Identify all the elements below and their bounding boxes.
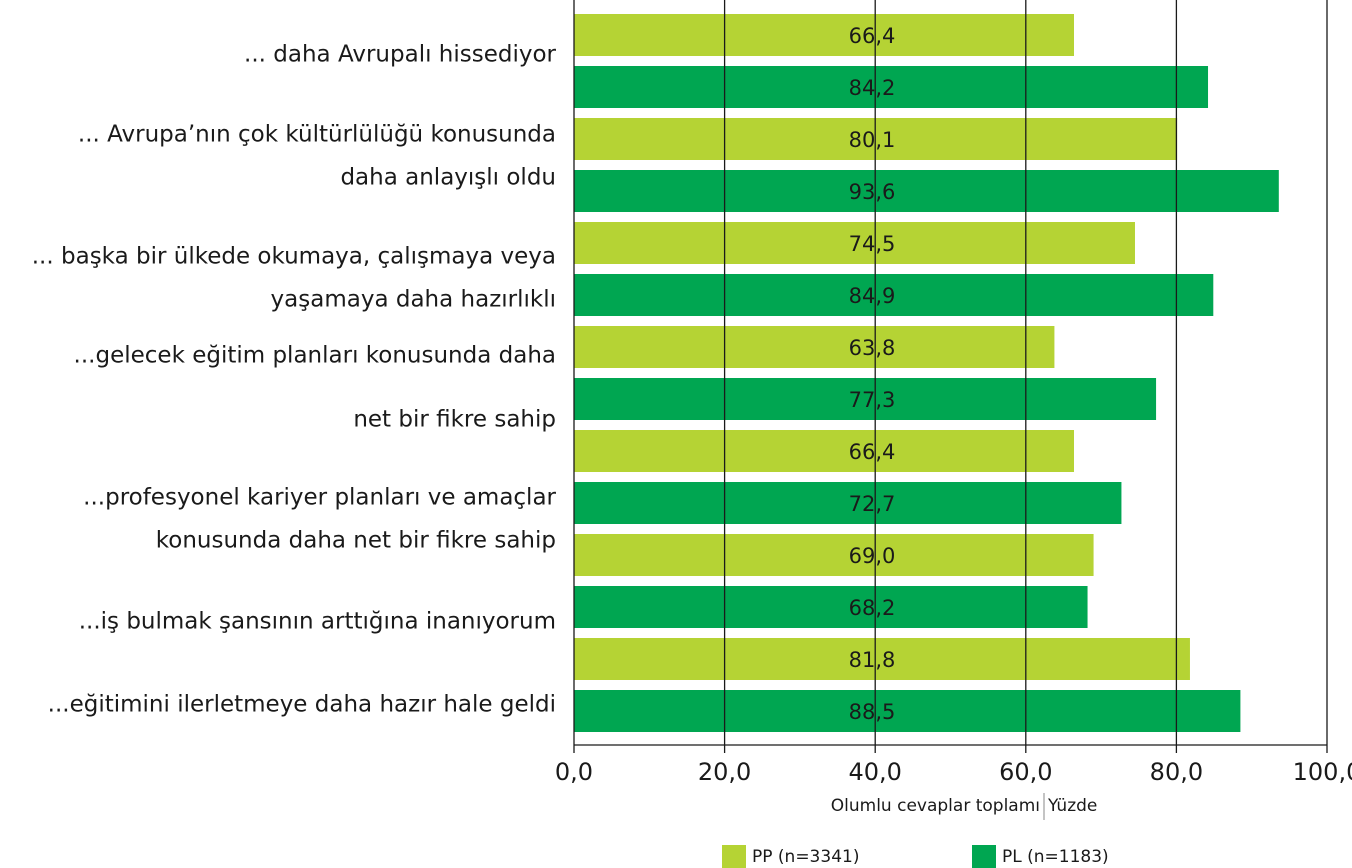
value-label: 77,3 [849,388,896,412]
x-tick-label: 100,0 [1293,758,1352,786]
category-label: ...gelecek eğitim planları konusunda dah… [74,343,556,369]
category-label: ... başka bir ülkede okumaya, çalışmaya … [32,244,556,270]
value-label: 72,7 [849,492,896,516]
legend-swatch [972,845,996,868]
category-label: daha anlayışlı oldu [340,165,556,191]
x-tick-label: 0,0 [555,758,593,786]
legend-label: PP (n=3341) [752,847,859,867]
value-label: 68,2 [849,596,896,620]
category-label: net bir fikre sahip [353,407,556,433]
category-label: ...eğitimini ilerletmeye daha hazır hale… [48,692,556,718]
value-label: 88,5 [849,700,896,724]
bar [574,326,1055,368]
category-label: ... daha Avrupalı hissediyor [244,42,556,68]
legend-label: PL (n=1183) [1002,847,1109,867]
x-axis-label: Olumlu cevaplar toplamı [831,796,1040,816]
value-label: 81,8 [849,648,896,672]
bar [574,586,1088,628]
value-label: 66,4 [849,24,896,48]
bar [574,222,1135,264]
value-label: 84,2 [849,76,896,100]
bar [574,378,1157,420]
value-label: 66,4 [849,440,896,464]
category-label: konusunda daha net bir fikre sahip [156,528,556,554]
value-label: 74,5 [849,232,896,256]
value-label: 93,6 [849,180,896,204]
bar [574,638,1190,680]
bar [574,66,1209,108]
x-tick-label: 20,0 [698,758,751,786]
category-label: ...profesyonel kariyer planları ve amaçl… [83,485,556,511]
bar [574,482,1122,524]
value-label: 63,8 [849,336,896,360]
bar [574,534,1094,576]
category-label: ... Avrupa’nın çok kültürlülüğü konusund… [78,122,556,148]
value-label: 69,0 [849,544,896,568]
bar [574,170,1279,212]
x-tick-label: 40,0 [848,758,901,786]
bar [574,14,1074,56]
legend-swatch [722,845,746,868]
bar [574,430,1074,472]
category-label: ...iş bulmak şansının arttığına inanıyor… [79,609,556,635]
bar [574,274,1214,316]
value-label: 84,9 [849,284,896,308]
x-tick-label: 80,0 [1150,758,1203,786]
value-label: 80,1 [849,128,896,152]
category-label: yaşamaya daha hazırlıklı [271,287,556,313]
bar [574,690,1241,732]
x-axis-unit: Yüzde [1047,796,1097,816]
x-tick-label: 60,0 [999,758,1052,786]
